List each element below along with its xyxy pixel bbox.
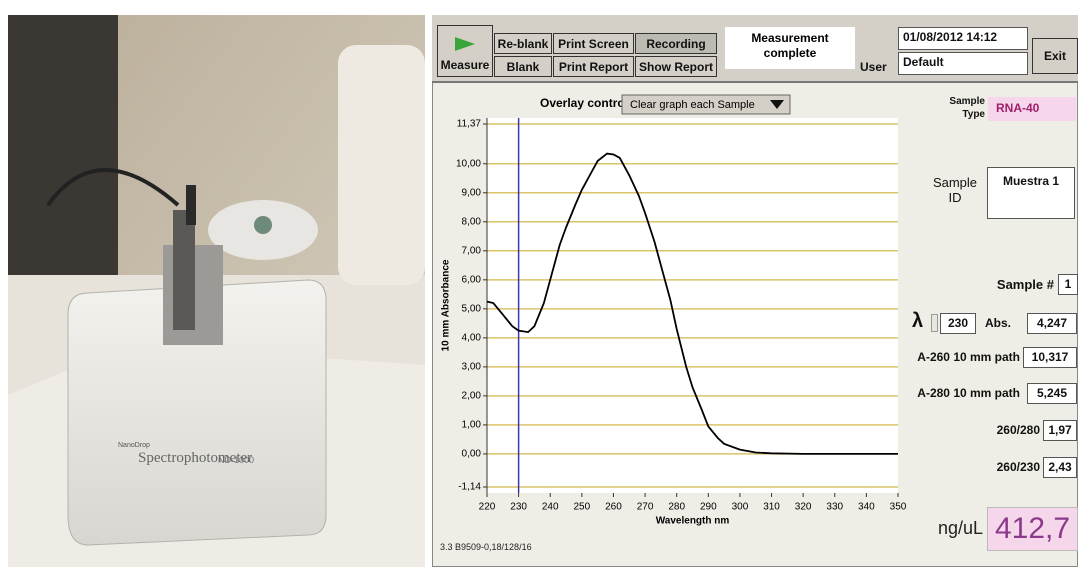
plot-area: [487, 118, 898, 493]
version-footer: 3.3 B9509-0,18/128/16: [440, 542, 532, 552]
y-tick-label: 4,00: [462, 332, 482, 343]
y-tick-label: 8,00: [462, 216, 482, 227]
show-report-button[interactable]: Show Report: [635, 56, 717, 77]
device-label: Spectrophotometer: [138, 450, 252, 466]
overlay-label: Overlay control: [540, 96, 628, 110]
x-tick-label: 240: [542, 502, 559, 513]
brand-label: NanoDrop: [118, 442, 150, 449]
spectrum-chart: Overlay control Clear graph each Sample …: [441, 94, 907, 527]
print-report-button[interactable]: Print Report: [553, 56, 634, 77]
x-tick-label: 270: [637, 502, 654, 513]
x-tick-label: 320: [795, 502, 812, 513]
play-icon: [455, 37, 475, 51]
a280-label: A-280 10 mm path: [917, 386, 1020, 400]
a260-label: A-260 10 mm path: [917, 350, 1020, 364]
recording-button[interactable]: Recording: [635, 33, 717, 54]
status-box: Measurement complete: [725, 27, 855, 69]
x-tick-label: 280: [668, 502, 685, 513]
x-tick-label: 310: [763, 502, 780, 513]
x-tick-label: 350: [890, 502, 907, 513]
x-tick-label: 220: [479, 502, 496, 513]
ratio-260-280-label: 260/280: [996, 423, 1040, 437]
blank-button[interactable]: Blank: [494, 56, 552, 77]
x-tick-label: 290: [700, 502, 717, 513]
ratio-260-230-field: 2,43: [1043, 457, 1077, 478]
y-tick-label: 3,00: [462, 362, 482, 373]
reblank-button[interactable]: Re-blank: [494, 33, 552, 54]
ratio-260-230-label: 260/230: [996, 460, 1040, 474]
model-label: ND-1000: [218, 455, 254, 465]
abs-field: 4,247: [1027, 313, 1077, 334]
x-tick-label: 300: [732, 502, 749, 513]
conc-label: ng/uL: [938, 518, 984, 538]
overlay-dropdown[interactable]: [621, 94, 791, 115]
sample-id-label: Sample ID: [932, 175, 978, 205]
a280-field: 5,245: [1027, 383, 1077, 404]
y-tick-label: 1,00: [462, 420, 482, 431]
y-tick-label: 6,00: [462, 274, 482, 285]
sample-type-label: Sample Type: [949, 96, 985, 120]
measure-label: Measure: [440, 58, 490, 72]
y-tick-label: 9,00: [462, 187, 482, 198]
photo: ND-1000 NanoDrop Spectrophotometer: [8, 15, 425, 567]
sample-number-label: Sample #: [996, 277, 1054, 292]
spectrum-line: [486, 152, 898, 455]
x-tick-label: 330: [826, 502, 843, 513]
lambda-spinner[interactable]: [931, 314, 938, 332]
dropdown-arrow: [770, 100, 784, 109]
abs-label: Abs.: [985, 316, 1012, 330]
exit-button[interactable]: Exit: [1032, 38, 1078, 74]
lambda-label: λ: [912, 310, 924, 332]
y-tick-label: -1,14: [458, 482, 481, 493]
conc-field: 412,7: [987, 507, 1078, 551]
user-label: User: [860, 60, 887, 74]
y-axis-label: 10 mm Absorbance: [441, 259, 452, 351]
overlay-option: Clear graph each Sample: [630, 99, 755, 111]
y-tick-label: 11,37: [457, 119, 482, 130]
y-tick-label: 5,00: [462, 303, 482, 314]
x-axis-label: Wavelength nm: [656, 516, 730, 527]
sample-id-field[interactable]: Muestra 1: [987, 167, 1075, 219]
y-tick-label: 2,00: [462, 391, 482, 402]
x-tick-label: 340: [858, 502, 875, 513]
user-field[interactable]: Default: [898, 52, 1028, 75]
a260-field: 10,317: [1023, 347, 1077, 368]
x-tick-label: 250: [574, 502, 591, 513]
y-tick-label: 0,00: [462, 449, 482, 460]
y-tick-label: 10,00: [456, 158, 481, 169]
datetime-field: 01/08/2012 14:12: [898, 27, 1028, 50]
print-screen-button[interactable]: Print Screen: [553, 33, 634, 54]
x-tick-label: 260: [605, 502, 622, 513]
ratio-260-280-field: 1,97: [1043, 420, 1077, 441]
measure-button[interactable]: Measure: [437, 25, 493, 77]
lambda-field[interactable]: 230: [940, 313, 976, 334]
y-tick-label: 7,00: [462, 245, 482, 256]
sample-number-field: 1: [1058, 274, 1078, 295]
sample-type-dropdown[interactable]: RNA-40: [988, 97, 1076, 121]
x-tick-label: 230: [510, 502, 527, 513]
